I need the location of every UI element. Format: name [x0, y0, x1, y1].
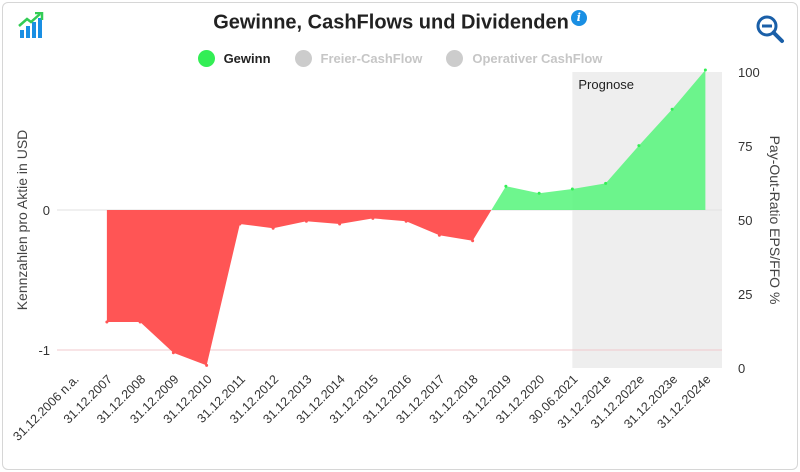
data-point — [504, 184, 508, 188]
data-point — [637, 144, 641, 148]
y-tick-right: 100 — [738, 65, 760, 80]
legend-item-2[interactable]: Operativer CashFlow — [446, 50, 602, 67]
data-point — [371, 216, 375, 220]
series-gewinn-positive-area — [491, 70, 706, 210]
y-tick-right: 75 — [738, 139, 752, 154]
chart-legend: Gewinn Freier-CashFlow Operativer CashFlow — [0, 50, 800, 67]
y-tick-right: 50 — [738, 213, 752, 228]
data-point — [105, 320, 109, 324]
data-point — [205, 363, 209, 367]
y-tick-right: 0 — [738, 361, 745, 376]
legend-marker — [197, 50, 215, 67]
data-point — [304, 219, 308, 223]
legend-item-0[interactable]: Gewinn — [197, 50, 271, 67]
legend-label: Freier-CashFlow — [320, 51, 423, 66]
data-point — [703, 68, 707, 72]
data-point — [570, 187, 574, 191]
y-axis-label-left: Kennzahlen pro Aktie in USD — [14, 130, 30, 311]
legend-marker — [446, 50, 464, 67]
data-point — [138, 320, 142, 324]
y-tick-left: 0 — [43, 203, 50, 218]
legend-label: Gewinn — [223, 51, 271, 66]
data-point — [404, 219, 408, 223]
data-point — [604, 181, 608, 185]
data-point — [670, 107, 674, 111]
y-tick-right: 25 — [738, 287, 752, 302]
legend-item-1[interactable]: Freier-CashFlow — [294, 50, 423, 67]
data-point — [437, 233, 441, 237]
legend-marker — [294, 50, 312, 67]
forecast-band-label: Prognose — [578, 77, 634, 92]
data-point — [238, 222, 242, 226]
chart-title-text: Gewinne, CashFlows und Dividenden — [213, 11, 569, 34]
data-point — [537, 191, 541, 195]
data-point — [338, 222, 342, 226]
data-point — [271, 226, 275, 230]
zoom-out-icon[interactable] — [755, 14, 785, 49]
y-axis-label-right: Pay-Out-Ratio EPS/FFO % — [767, 136, 783, 305]
legend-label: Operativer CashFlow — [472, 51, 603, 66]
chart-title: Gewinne, CashFlows und Dividenden i — [0, 10, 800, 35]
data-point — [171, 351, 175, 355]
series-gewinn-negative-area — [106, 210, 492, 366]
y-tick-left: -1 — [38, 343, 50, 358]
growth-chart-icon — [18, 11, 44, 45]
info-icon[interactable]: i — [570, 10, 587, 26]
data-point — [471, 239, 475, 243]
